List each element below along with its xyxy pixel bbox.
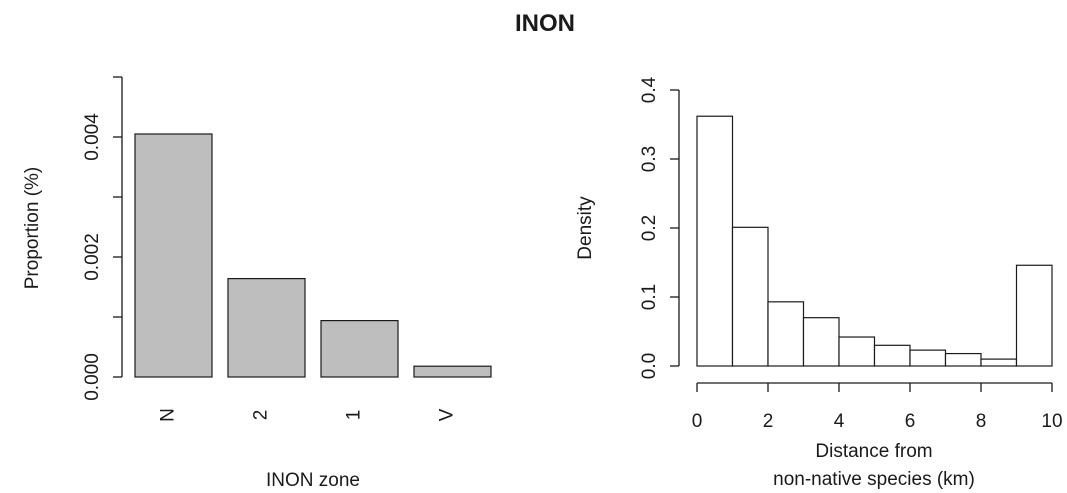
right-y-tick-label: 0.4 bbox=[639, 76, 660, 103]
right-x-tick-label: 4 bbox=[834, 411, 845, 432]
right-x-axis-label-line1: Distance from bbox=[815, 441, 932, 462]
right-x-axis-label-line2: non-native species (km) bbox=[773, 469, 975, 490]
left-x-tick-label: 1 bbox=[344, 410, 365, 421]
right-x-tick-label: 10 bbox=[1041, 411, 1062, 432]
right-y-axis-label: Density bbox=[575, 196, 596, 260]
left-bars bbox=[134, 133, 492, 378]
left-x-tick-label: 2 bbox=[251, 410, 272, 421]
right-x-tick-label: 0 bbox=[692, 411, 703, 432]
left-panel-bar-chart: 0.000 0.002 0.004 N 2 1 V Proportion (%) INON… bbox=[22, 76, 492, 491]
left-bar-1 bbox=[320, 320, 399, 378]
right-y-ticks: 0.0 0.1 0.2 0.3 0.4 bbox=[639, 76, 679, 379]
left-bar-2 bbox=[227, 278, 306, 378]
right-y-tick-label: 0.1 bbox=[639, 284, 660, 310]
histogram-bar bbox=[980, 358, 1018, 367]
left-y-ticks: 0.000 0.002 0.004 bbox=[82, 76, 122, 401]
histogram-bar bbox=[696, 115, 734, 367]
right-histogram-bars bbox=[696, 115, 1053, 367]
right-x-tick-label: 8 bbox=[976, 411, 987, 432]
histogram-bar bbox=[873, 344, 911, 367]
histogram-bar bbox=[944, 352, 982, 367]
left-y-tick-label: 0.000 bbox=[82, 353, 103, 401]
left-x-tick-label: V bbox=[437, 408, 458, 421]
right-x-tick-label: 6 bbox=[905, 411, 916, 432]
right-y-tick-label: 0.2 bbox=[639, 215, 660, 241]
left-x-tick-label: N bbox=[158, 408, 179, 422]
histogram-bar bbox=[909, 349, 947, 367]
histogram-bar bbox=[1015, 264, 1053, 367]
right-panel-histogram: 0.0 0.1 0.2 0.3 0.4 0 2 4 6 8 10 Density Distance… bbox=[575, 76, 1063, 490]
right-y-tick-label: 0.0 bbox=[639, 353, 660, 379]
histogram-bar bbox=[838, 336, 876, 367]
right-x-tick-label: 2 bbox=[763, 411, 774, 432]
histogram-bar bbox=[767, 301, 805, 367]
left-x-axis-label: INON zone bbox=[266, 470, 360, 491]
right-y-tick-label: 0.3 bbox=[639, 146, 660, 172]
left-bar-V bbox=[413, 365, 492, 378]
right-x-ticks: 0 2 4 6 8 10 bbox=[692, 383, 1063, 432]
figure-title: INON bbox=[515, 10, 575, 37]
left-y-axis-label: Proportion (%) bbox=[22, 167, 43, 290]
left-x-tick-labels: N 2 1 V bbox=[158, 408, 458, 422]
histogram-bar bbox=[731, 226, 769, 367]
left-y-tick-label: 0.004 bbox=[82, 113, 103, 161]
left-bar-N bbox=[134, 133, 213, 378]
left-y-tick-label: 0.002 bbox=[82, 233, 103, 281]
histogram-bar bbox=[802, 317, 840, 367]
